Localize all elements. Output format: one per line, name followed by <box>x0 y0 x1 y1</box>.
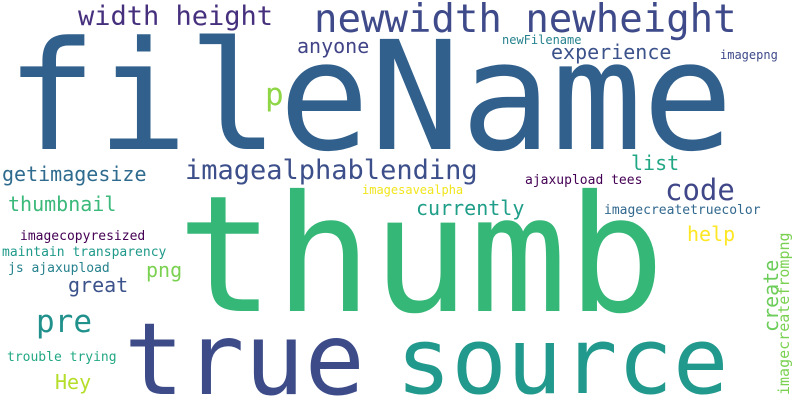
word-trouble-trying: trouble trying <box>7 350 117 365</box>
word-pre: pre <box>36 304 92 340</box>
word-imagepng: imagepng <box>720 48 778 62</box>
word-ajaxupload-tees: ajaxupload tees <box>525 173 643 188</box>
word-help: help <box>687 222 736 246</box>
word-Hey: Hey <box>55 370 92 394</box>
word-anyone: anyone <box>297 34 370 58</box>
word-currently: currently <box>416 196 525 220</box>
word-great: great <box>68 273 129 297</box>
word-thumb: thumb <box>177 162 665 350</box>
word-code: code <box>665 173 735 207</box>
word-imagecopyresized: imagecopyresized <box>20 229 146 244</box>
word-list: list <box>631 151 680 175</box>
word-source: source <box>396 308 729 400</box>
word-imagealphablending: imagealphablending <box>185 155 478 186</box>
word-width-height: width height <box>78 1 274 32</box>
word-imagesavealpha: imagesavealpha <box>362 183 464 197</box>
word-maintain-transparency: maintain transparency <box>2 245 167 260</box>
word-newwidth-newheight: newwidth newheight <box>314 0 737 42</box>
word-newFilename: newFilename <box>502 33 582 47</box>
word-fileName: fileName <box>6 9 734 185</box>
word-imagecreatefrompng: imagecreatefrompng <box>775 232 793 395</box>
word-getimagesize: getimagesize <box>2 162 147 186</box>
word-true: true <box>124 301 365 400</box>
word-thumbnail: thumbnail <box>8 192 117 216</box>
word-p: p <box>265 77 284 113</box>
word-js-ajaxupload: js ajaxupload <box>8 261 110 276</box>
word-experience: experience <box>551 40 672 64</box>
word-imagecreatetruecolor: imagecreatetruecolor <box>604 203 761 218</box>
word-png: png <box>146 258 183 282</box>
